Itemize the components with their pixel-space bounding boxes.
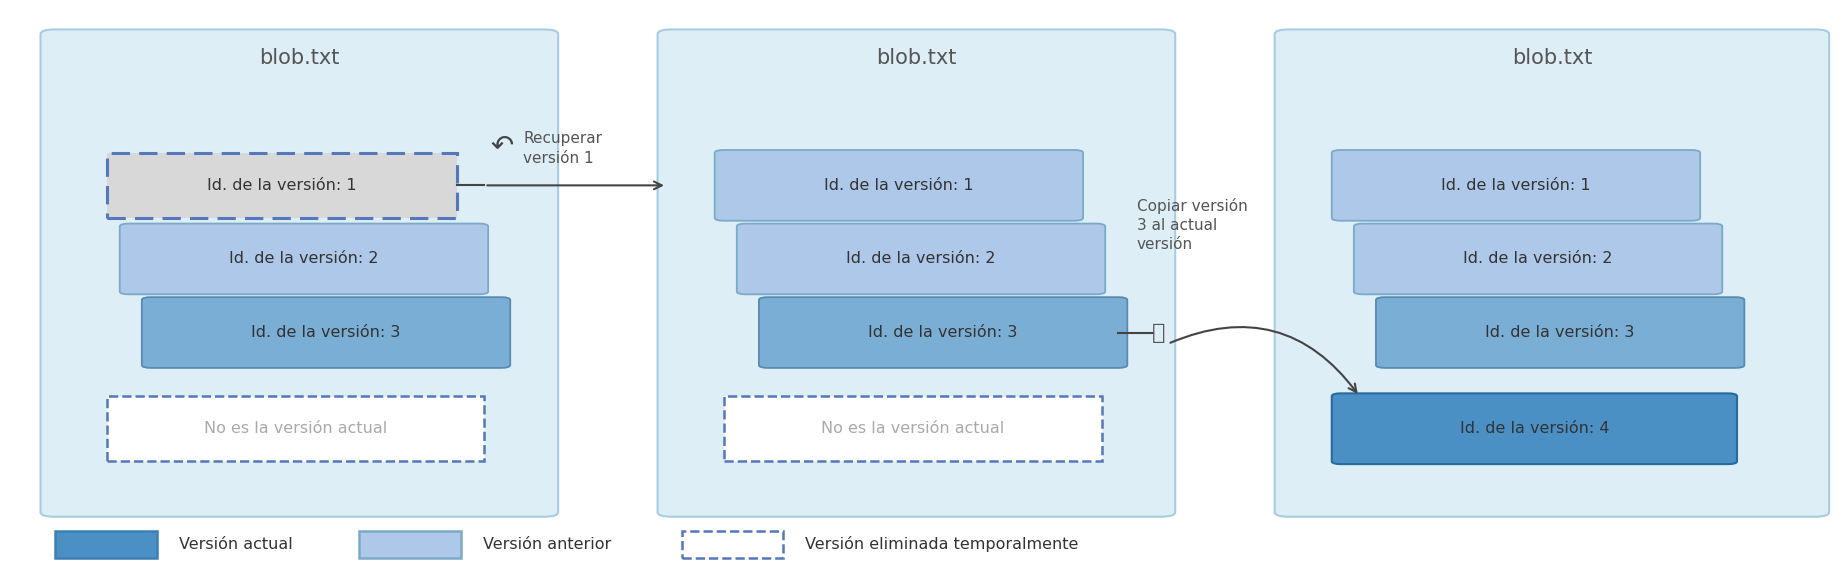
Text: blob.txt: blob.txt <box>260 48 339 68</box>
Text: Id. de la versión: 4: Id. de la versión: 4 <box>1459 421 1610 436</box>
Text: blob.txt: blob.txt <box>1512 48 1591 68</box>
Text: No es la versión actual: No es la versión actual <box>204 421 387 436</box>
FancyBboxPatch shape <box>682 531 783 558</box>
Text: ⎘: ⎘ <box>1151 323 1166 342</box>
FancyBboxPatch shape <box>1354 224 1722 294</box>
Text: Id. de la versión: 1: Id. de la versión: 1 <box>1440 178 1591 193</box>
Text: Id. de la versión: 2: Id. de la versión: 2 <box>228 251 379 267</box>
FancyBboxPatch shape <box>1332 150 1700 221</box>
FancyBboxPatch shape <box>142 297 510 368</box>
Text: Id. de la versión: 3: Id. de la versión: 3 <box>1485 325 1636 340</box>
Text: blob.txt: blob.txt <box>877 48 956 68</box>
FancyBboxPatch shape <box>715 150 1083 221</box>
FancyBboxPatch shape <box>359 531 460 558</box>
Text: Copiar versión
3 al actual
versión: Copiar versión 3 al actual versión <box>1137 198 1247 252</box>
FancyBboxPatch shape <box>120 224 488 294</box>
Text: Id. de la versión: 1: Id. de la versión: 1 <box>206 178 357 193</box>
Text: Versión anterior: Versión anterior <box>483 537 612 552</box>
Text: Id. de la versión: 3: Id. de la versión: 3 <box>251 325 402 340</box>
FancyBboxPatch shape <box>658 29 1175 517</box>
FancyBboxPatch shape <box>737 224 1105 294</box>
Text: ↶: ↶ <box>490 132 514 160</box>
FancyBboxPatch shape <box>1275 29 1829 517</box>
FancyBboxPatch shape <box>1332 393 1737 464</box>
FancyBboxPatch shape <box>1376 297 1744 368</box>
Text: No es la versión actual: No es la versión actual <box>822 421 1004 436</box>
FancyBboxPatch shape <box>759 297 1127 368</box>
Text: Versión actual: Versión actual <box>179 537 293 552</box>
FancyBboxPatch shape <box>107 153 457 218</box>
Text: Recuperar
versión 1: Recuperar versión 1 <box>523 131 602 166</box>
FancyBboxPatch shape <box>41 29 558 517</box>
Text: Id. de la versión: 3: Id. de la versión: 3 <box>868 325 1019 340</box>
Text: Id. de la versión: 2: Id. de la versión: 2 <box>845 251 997 267</box>
Text: Id. de la versión: 2: Id. de la versión: 2 <box>1463 251 1614 267</box>
FancyBboxPatch shape <box>55 531 157 558</box>
FancyBboxPatch shape <box>107 396 484 461</box>
Text: Id. de la versión: 1: Id. de la versión: 1 <box>823 178 974 193</box>
Text: Versión eliminada temporalmente: Versión eliminada temporalmente <box>805 537 1078 552</box>
FancyBboxPatch shape <box>724 396 1102 461</box>
